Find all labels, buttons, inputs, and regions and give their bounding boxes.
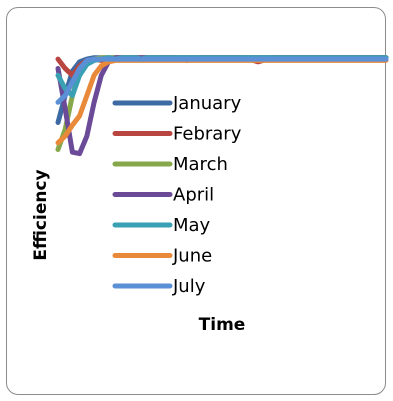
y-axis-label: Efficiency — [31, 169, 51, 260]
legend-label-febrary: Febrary — [173, 124, 242, 145]
series-line-july — [55, 56, 389, 105]
x-axis-label: Time — [199, 315, 246, 335]
legend-label-may: May — [173, 215, 211, 236]
legend-label-march: March — [173, 154, 228, 175]
legend-label-april: April — [173, 185, 214, 206]
legend-label-january: January — [172, 93, 242, 114]
legend-label-july: July — [172, 276, 206, 297]
plot-area — [55, 55, 389, 157]
legend-label-june: June — [172, 246, 212, 267]
legend: January Febrary March April May June July — [112, 93, 242, 297]
